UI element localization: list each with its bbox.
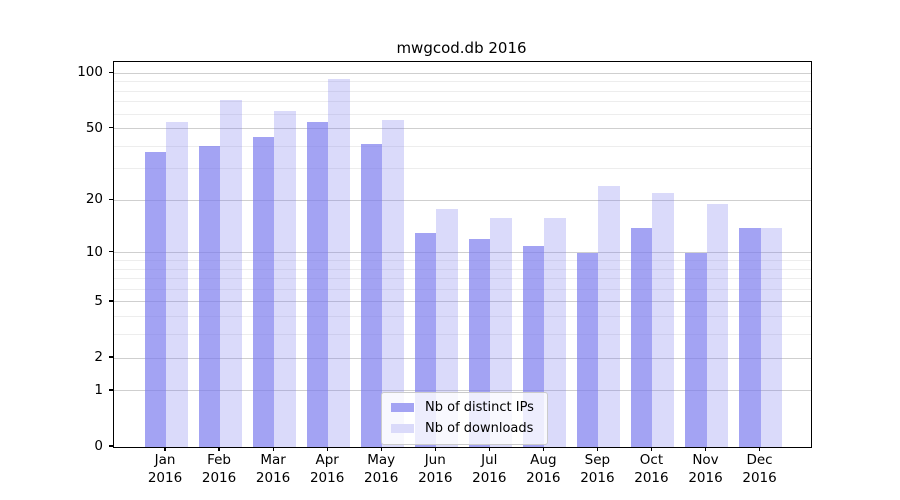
gridline-major-5 [114, 301, 811, 303]
bar-distinct-ips-dec [739, 227, 761, 447]
x-axis-tick-label-sep: Sep 2016 [580, 452, 615, 486]
y-axis-tick-label-100: 100 [77, 64, 103, 81]
gridline-minor-90 [114, 81, 811, 83]
x-axis-tick-dec [758, 447, 761, 451]
bar-downloads-nov [706, 204, 728, 447]
y-axis-tick-label-2: 2 [94, 349, 103, 365]
y-axis-tick-0 [109, 445, 114, 447]
legend: Nb of distinct IPs Nb of downloads [381, 392, 548, 445]
x-axis-tick-label-nov: Nov 2016 [688, 452, 723, 486]
gridline-minor-30 [114, 168, 811, 170]
gridline-major-2 [114, 357, 811, 359]
bar-downloads-may [382, 119, 404, 447]
plot-area: Nb of distinct IPs Nb of downloads [113, 61, 812, 448]
gridline-major-10 [114, 252, 811, 254]
bar-downloads-dec [760, 227, 783, 447]
bar-downloads-jan [166, 122, 188, 447]
chart-title: mwgcod.db 2016 [396, 39, 527, 57]
bar-distinct-ips-oct [630, 227, 653, 447]
gridline-major-100 [114, 72, 811, 74]
x-axis-tick-label-jun: Jun 2016 [418, 452, 453, 486]
gridline-minor-60 [114, 113, 811, 115]
x-axis-tick-label-feb: Feb 2016 [201, 452, 237, 486]
y-axis-tick-label-5: 5 [94, 292, 103, 309]
gridline-minor-8 [114, 268, 811, 270]
x-axis-tick-nov [704, 447, 707, 451]
x-axis-tick-label-dec: Dec 2016 [742, 452, 777, 486]
x-axis-tick-label-mar: Mar 2016 [255, 452, 291, 486]
y-axis-tick-20 [109, 198, 114, 201]
bar-distinct-ips-jan [144, 152, 166, 447]
x-axis-tick-mar [272, 447, 274, 451]
gridline-major-1 [114, 390, 811, 392]
y-axis-tick-100 [109, 71, 114, 73]
bar-downloads-aug [544, 217, 566, 447]
x-axis-tick-label-may: May 2016 [364, 452, 399, 486]
bar-downloads-feb [220, 99, 242, 447]
x-axis-tick-jul [488, 447, 490, 451]
y-axis-tick-2 [109, 356, 114, 358]
x-axis-tick-aug [542, 447, 545, 451]
gridline-minor-4 [114, 316, 811, 318]
bar-downloads-oct [652, 193, 674, 447]
y-axis-tick-label-20: 20 [85, 191, 103, 208]
x-axis-tick-jun [434, 447, 436, 451]
bar-downloads-jul [490, 217, 512, 447]
x-axis-tick-apr [326, 447, 328, 451]
bar-downloads-sep [598, 186, 620, 447]
gridline-major-50 [114, 128, 811, 130]
gridline-minor-70 [114, 101, 811, 103]
x-axis-tick-label-oct: Oct 2016 [634, 452, 669, 486]
y-axis-tick-5 [109, 300, 114, 302]
bar-distinct-ips-apr [306, 122, 329, 447]
gridline-minor-7 [114, 278, 811, 280]
y-axis-tick-label-50: 50 [85, 119, 103, 136]
bar-downloads-apr [328, 79, 350, 447]
y-axis-tick-label-10: 10 [85, 243, 103, 260]
bar-distinct-ips-may [360, 144, 383, 447]
x-axis-tick-feb [218, 447, 220, 451]
gridline-major-20 [114, 199, 811, 201]
x-axis-tick-label-apr: Apr 2016 [309, 452, 345, 486]
gridline-minor-80 [114, 90, 811, 92]
legend-item-distinct-ips: Nb of distinct IPs [391, 400, 534, 415]
gridline-minor-3 [114, 334, 811, 336]
bar-downloads-jun [436, 208, 458, 447]
legend-label-distinct-ips: Nb of distinct IPs [425, 400, 534, 415]
x-axis-tick-oct [650, 447, 653, 451]
legend-label-downloads: Nb of downloads [425, 421, 534, 436]
x-axis-tick-label-aug: Aug 2016 [526, 452, 561, 486]
bar-distinct-ips-sep [576, 252, 599, 447]
x-axis-tick-label-jul: Jul 2016 [472, 452, 507, 486]
bar-distinct-ips-nov [685, 252, 707, 447]
y-axis-tick-10 [109, 251, 114, 253]
y-axis-tick-50 [109, 126, 114, 129]
y-axis-tick-label-0: 0 [94, 438, 103, 454]
bar-distinct-ips-feb [198, 146, 221, 447]
y-axis-tick-1 [109, 389, 114, 391]
x-axis-tick-jan [164, 447, 166, 451]
y-axis-tick-label-1: 1 [94, 381, 103, 398]
legend-item-downloads: Nb of downloads [391, 421, 534, 436]
gridline-minor-40 [114, 145, 811, 147]
bar-distinct-ips-mar [252, 136, 275, 447]
x-axis-tick-label-jan: Jan 2016 [147, 452, 183, 486]
gridline-minor-9 [114, 259, 811, 261]
legend-swatch-distinct-ips [391, 403, 414, 412]
bar-downloads-mar [274, 111, 296, 447]
legend-swatch-downloads [391, 424, 414, 433]
gridline-minor-6 [114, 288, 811, 290]
x-axis-tick-sep [596, 447, 599, 451]
x-axis-tick-may [380, 447, 382, 451]
